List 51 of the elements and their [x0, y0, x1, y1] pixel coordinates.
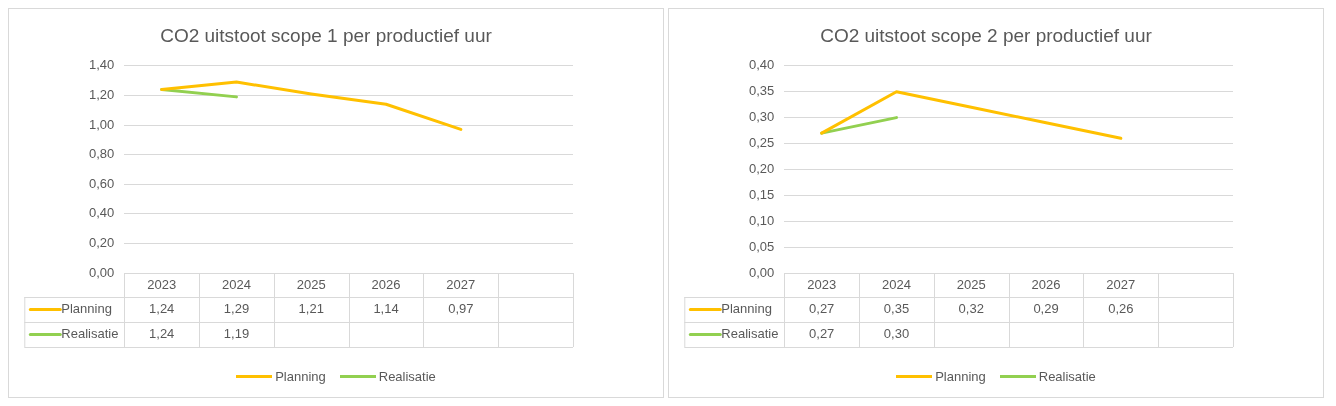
- data-label: 1,19: [223, 326, 250, 342]
- y-tick-label: 0,40: [748, 57, 775, 73]
- text: Planning: [935, 368, 986, 384]
- y-tick-label: 1,20: [88, 86, 115, 102]
- data-label: 1,24: [149, 301, 175, 317]
- x-tick-label: 2023: [147, 276, 177, 292]
- x-tick-label: 2026: [371, 276, 401, 292]
- x-tick-label: 2023: [807, 276, 837, 292]
- data-label: 1,21: [298, 301, 324, 317]
- data-label: 0,30: [883, 326, 910, 342]
- y-tick-label: 0,00: [748, 264, 775, 280]
- y-tick-label: 0,30: [748, 109, 775, 125]
- legend-label: Planning: [721, 301, 772, 317]
- x-tick-label: 2025: [956, 276, 986, 292]
- data-label: 0,97: [448, 301, 474, 317]
- y-tick-label: 0,60: [88, 175, 115, 191]
- x-tick-label: 2025: [296, 276, 326, 292]
- text: Realisatie: [378, 368, 436, 384]
- text: Planning: [275, 368, 326, 384]
- x-tick-label: 2027: [446, 276, 476, 292]
- x-tick-label: 2027: [1106, 276, 1136, 292]
- data-label: 0,32: [958, 301, 984, 317]
- y-tick-label: 0,10: [748, 212, 775, 228]
- y-tick-label: 0,00: [88, 264, 115, 280]
- chart-title: CO2 uitstoot scope 2 per productief uur: [820, 24, 1153, 46]
- legend-label: Planning: [61, 301, 112, 317]
- y-tick-label: 0,20: [88, 234, 115, 250]
- x-tick-label: 2026: [1031, 276, 1061, 292]
- y-tick-label: 0,15: [748, 186, 775, 202]
- y-tick-label: 1,40: [88, 57, 115, 73]
- data-label: 0,27: [809, 326, 835, 342]
- text: Realisatie: [1038, 368, 1096, 384]
- chart-title: CO2 uitstoot scope 1 per productief uur: [160, 24, 493, 46]
- y-tick-label: 0,20: [748, 160, 775, 176]
- y-tick-label: 1,00: [88, 116, 115, 132]
- y-tick-label: 0,40: [88, 205, 115, 221]
- data-label: 1,14: [373, 301, 399, 317]
- y-tick-label: 0,05: [748, 238, 775, 254]
- data-label: 0,29: [1033, 301, 1059, 317]
- data-label: 0,27: [809, 301, 835, 317]
- x-tick-label: 2024: [882, 276, 911, 292]
- data-label: 1,29: [223, 301, 250, 317]
- data-label: 1,24: [149, 326, 175, 342]
- x-tick-label: 2024: [222, 276, 251, 292]
- data-label: 0,26: [1108, 301, 1134, 317]
- y-tick-label: 0,25: [748, 135, 775, 151]
- y-tick-label: 0,80: [88, 146, 115, 162]
- legend-label: Realisatie: [61, 326, 119, 342]
- legend-label: Realisatie: [721, 326, 779, 342]
- y-tick-label: 0,35: [748, 83, 775, 99]
- data-label: 0,35: [883, 301, 910, 317]
